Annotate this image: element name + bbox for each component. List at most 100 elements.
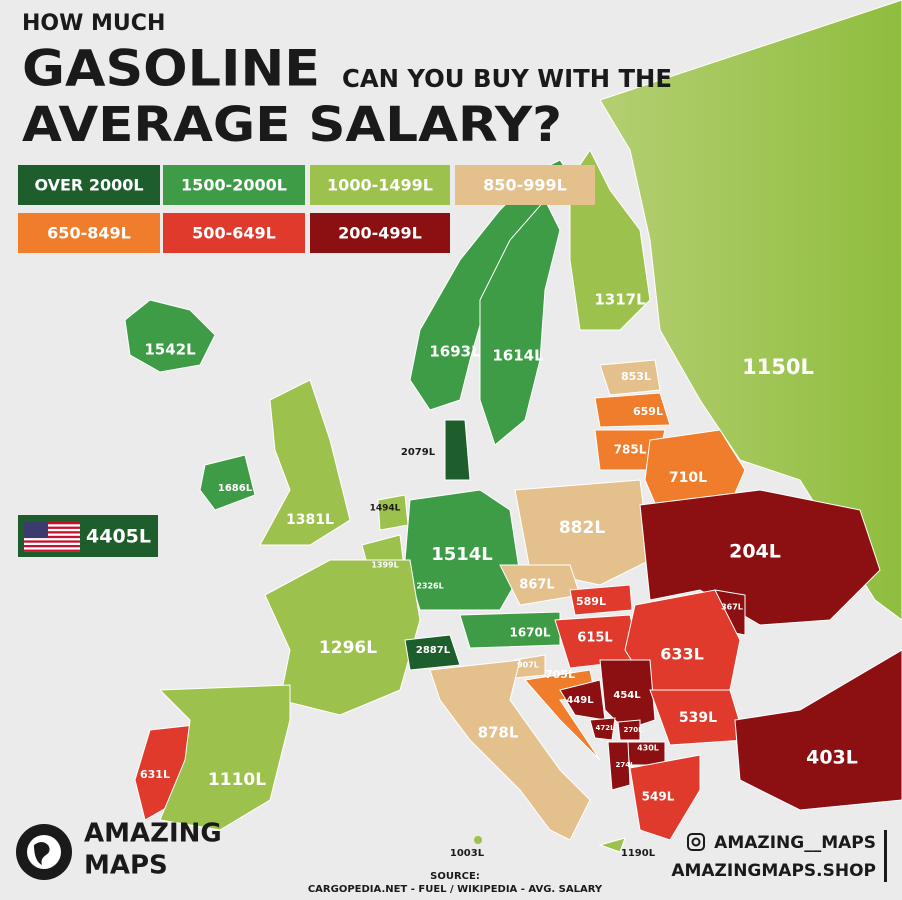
country-label: 1399L [371, 561, 398, 570]
country-label: 430L [637, 744, 659, 753]
country-label: 1150L [742, 355, 814, 379]
country-label: 785L [614, 443, 647, 457]
country-label: 1693L [429, 343, 481, 361]
countries [124, 0, 902, 853]
country-label: 1296L [319, 638, 377, 658]
country-label: 853L [621, 370, 651, 383]
country-label: 589L [576, 595, 606, 608]
country-label: 2326L [416, 582, 443, 591]
country [569, 584, 633, 616]
title-line: CAN YOU BUY WITH THE [342, 64, 672, 93]
title-line: HOW MUCH [22, 11, 165, 36]
country-label: 1614L [492, 347, 544, 365]
instagram-handle: AMAZING__MAPS [714, 833, 876, 853]
title-main: GASOLINE [22, 40, 320, 98]
title-main: AVERAGE SALARY? [22, 97, 562, 153]
country [474, 836, 482, 844]
country [404, 634, 461, 671]
country-label: 549L [642, 790, 675, 804]
country-label: 867L [519, 578, 554, 593]
legend-swatch [18, 213, 160, 253]
country-label: 1670L [509, 626, 550, 640]
country-label: 367L [721, 603, 743, 612]
country-label: 1110L [208, 770, 266, 790]
country-label: 204L [729, 541, 781, 563]
usa-badge: 4405L [18, 515, 158, 557]
country [629, 754, 701, 841]
usa-label: 4405L [86, 526, 151, 548]
legend-label: 1500-2000L [181, 176, 287, 195]
country-label: 539L [679, 710, 717, 726]
country [444, 419, 471, 481]
country [124, 299, 216, 373]
shop-url: AMAZINGMAPS.SHOP [671, 861, 876, 881]
legend-label: 500-649L [192, 224, 276, 243]
country-label: 1542L [144, 341, 196, 359]
country [617, 719, 641, 741]
country-label: 1514L [431, 544, 493, 565]
legend-swatch [163, 165, 305, 205]
legend-swatch [163, 213, 305, 253]
instagram-icon [687, 833, 705, 851]
country [514, 479, 651, 586]
country-label: 659L [633, 405, 663, 418]
legend-label: 1000-1499L [327, 176, 433, 195]
brand-name: MAPS [84, 851, 168, 881]
country-label: 403L [806, 747, 858, 769]
logo-land [34, 842, 50, 865]
country-label: 2887L [416, 645, 451, 656]
country-label: 1190L [621, 848, 656, 859]
country [599, 0, 902, 621]
country [429, 659, 591, 841]
country-label: 615L [577, 631, 612, 646]
source-text: CARGOPEDIA.NET - FUEL / WIKIPEDIA - AVG.… [308, 884, 603, 895]
country-labels: 1542L 1693L 1614L 1317L 1150L 853L 659L 785L 710… [140, 291, 858, 860]
country [459, 611, 561, 649]
country-label: 274L [615, 761, 635, 769]
country-label: 705L [545, 668, 575, 681]
country-label: 1317L [594, 291, 646, 309]
country [259, 379, 351, 546]
country-label: 270L [623, 726, 643, 734]
country [598, 837, 626, 853]
legend-swatch [310, 213, 450, 253]
legend-swatch [455, 165, 595, 205]
country [639, 489, 881, 626]
country-label: 472L [595, 724, 615, 732]
country-label: 907L [517, 661, 539, 670]
country [264, 559, 421, 716]
country-label: 1381L [286, 512, 334, 528]
country [734, 649, 902, 811]
country [199, 454, 256, 511]
country-label: 1494L [370, 504, 401, 514]
legend-swatch [310, 165, 450, 205]
source-heading: SOURCE: [430, 871, 480, 882]
flag-stripes [24, 522, 80, 552]
country-label: 631L [140, 768, 170, 781]
country-label: 449L [566, 695, 594, 706]
logo: AMAZING MAPS [16, 819, 222, 881]
legend: OVER 2000L 1500-2000L 1000-1499L 850-999L 65… [18, 165, 595, 253]
country [599, 359, 661, 396]
country-label: 633L [660, 645, 704, 664]
country [479, 199, 561, 446]
country [594, 392, 671, 428]
country-label: 710L [669, 470, 707, 486]
country [589, 717, 616, 741]
flag-canton [24, 522, 48, 538]
country-label: 882L [559, 518, 605, 538]
legend-swatch [18, 165, 160, 205]
country [607, 741, 631, 791]
country-label: 454L [613, 690, 641, 701]
country-label: 1686L [218, 483, 253, 494]
country-label: 878L [478, 724, 519, 742]
legend-label: 850-999L [483, 176, 567, 195]
divider [884, 830, 887, 882]
legend-label: 200-499L [338, 224, 422, 243]
legend-label: OVER 2000L [34, 176, 143, 195]
country-label: 2079L [401, 447, 436, 458]
country [158, 684, 291, 831]
legend-label: 650-849L [47, 224, 131, 243]
